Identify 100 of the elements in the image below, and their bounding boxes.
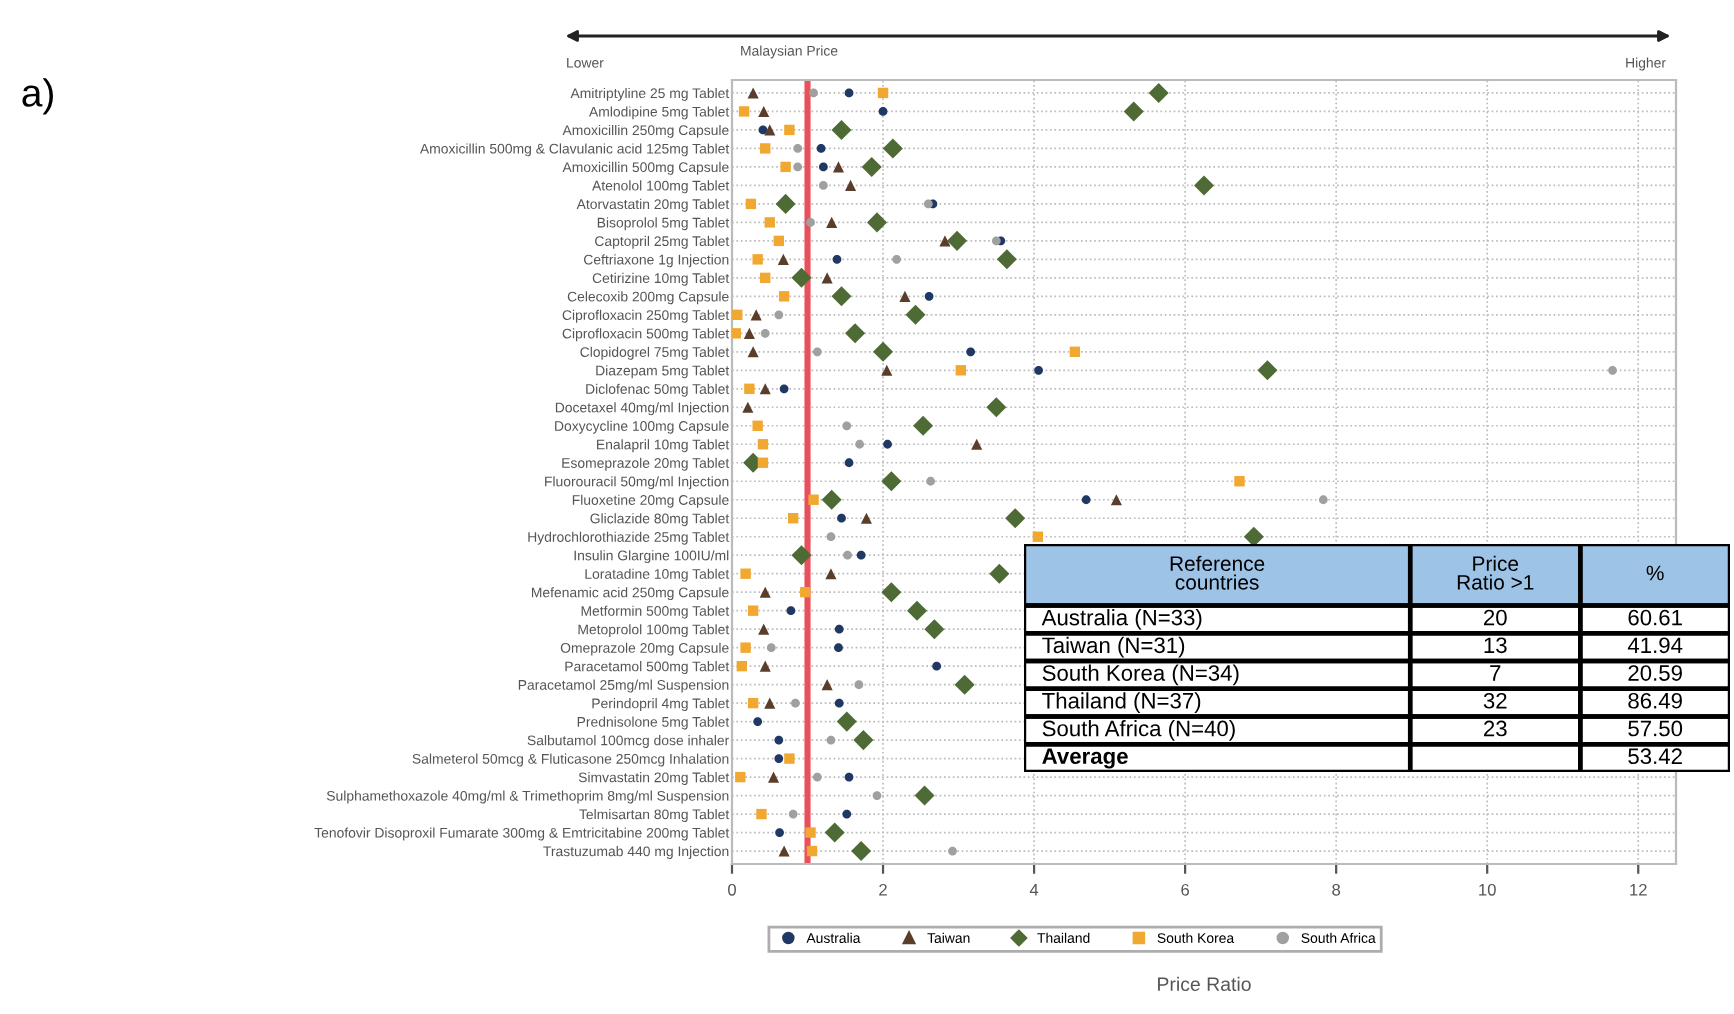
point — [774, 735, 784, 745]
point — [740, 642, 751, 653]
point — [966, 347, 976, 357]
point — [821, 679, 833, 691]
point — [1081, 495, 1091, 505]
point — [837, 513, 846, 523]
point — [861, 156, 882, 177]
point — [788, 809, 798, 819]
point — [753, 717, 763, 727]
point — [764, 217, 775, 228]
point — [766, 643, 776, 653]
point — [1032, 531, 1044, 542]
point — [786, 606, 796, 616]
point — [842, 809, 852, 819]
point — [986, 397, 1007, 418]
point — [845, 179, 857, 191]
point — [736, 660, 748, 672]
text: Reference countries — [1170, 555, 1265, 590]
point — [760, 328, 770, 338]
point — [747, 697, 759, 709]
data-label: 20 — [1484, 609, 1507, 626]
point — [764, 697, 776, 709]
point — [989, 563, 1010, 584]
point — [825, 568, 837, 580]
point — [812, 772, 822, 782]
point — [892, 254, 902, 264]
data-label: 7 — [1490, 665, 1501, 681]
point — [905, 304, 926, 325]
point — [758, 125, 768, 135]
x-tick-label: 4 — [1029, 884, 1039, 896]
point — [806, 845, 818, 857]
point — [784, 124, 795, 136]
point — [834, 643, 843, 653]
point — [831, 119, 852, 140]
point — [821, 489, 842, 510]
point — [818, 162, 828, 172]
point — [773, 235, 785, 247]
point — [899, 290, 911, 302]
text: % — [1646, 565, 1664, 581]
point — [844, 458, 854, 468]
point — [774, 310, 784, 320]
category-label: South Africa (N=40) — [1042, 720, 1235, 741]
point — [947, 230, 968, 251]
data-label: 41.94 — [1627, 637, 1683, 654]
point — [926, 476, 936, 486]
point — [809, 88, 818, 98]
data-label: 32 — [1483, 692, 1507, 709]
point — [826, 216, 838, 228]
point — [812, 347, 822, 357]
point — [883, 439, 892, 449]
x-tick-label: 12 — [1630, 883, 1647, 896]
point — [854, 680, 864, 690]
point — [826, 532, 836, 542]
point — [878, 107, 888, 116]
point — [805, 827, 816, 838]
point — [882, 138, 903, 159]
category-label: South Korea (N=34) — [1042, 664, 1239, 686]
point — [832, 254, 842, 264]
point — [747, 605, 759, 616]
point — [780, 161, 791, 173]
point — [757, 457, 769, 468]
point — [1234, 476, 1245, 487]
point — [1148, 82, 1169, 103]
point — [779, 384, 789, 394]
point — [860, 512, 872, 524]
point — [806, 217, 815, 227]
point — [767, 771, 780, 783]
point — [856, 550, 866, 560]
text: a) — [22, 78, 53, 115]
point — [752, 420, 763, 431]
point — [743, 327, 755, 339]
point — [924, 619, 945, 640]
point — [996, 249, 1017, 270]
point — [832, 161, 845, 173]
data-label: 13 — [1484, 637, 1507, 654]
point — [816, 144, 826, 153]
data-label: 86.49 — [1628, 692, 1682, 709]
point — [873, 341, 894, 362]
point — [793, 162, 803, 172]
point — [744, 383, 755, 394]
category-label: Thailand (N=37) — [1042, 692, 1201, 713]
x-axis-title: Price Ratio — [1158, 976, 1251, 992]
point — [924, 291, 934, 301]
point — [1034, 365, 1043, 375]
point — [787, 513, 799, 524]
point — [818, 181, 828, 190]
point — [760, 272, 771, 284]
point — [1005, 508, 1026, 529]
point — [842, 421, 852, 431]
point — [778, 291, 790, 302]
data-label: 23 — [1484, 720, 1507, 737]
point — [834, 698, 844, 708]
point — [843, 550, 852, 560]
point — [759, 660, 771, 672]
point — [756, 808, 767, 820]
point — [913, 415, 934, 436]
point — [954, 674, 975, 695]
point — [851, 841, 872, 862]
point — [740, 568, 751, 579]
point — [758, 105, 770, 117]
